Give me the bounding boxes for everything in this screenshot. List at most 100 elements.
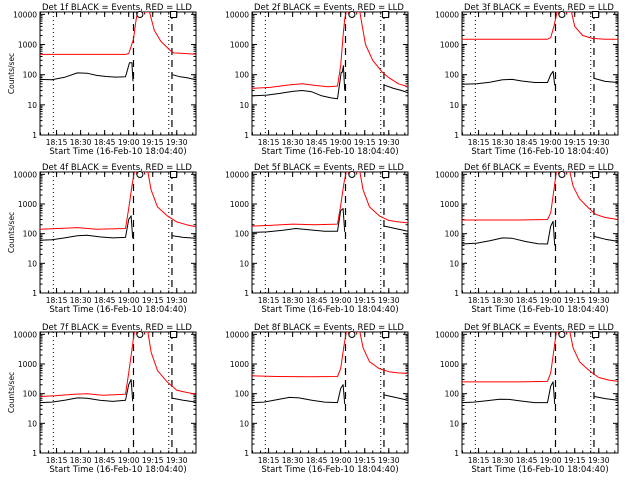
x-tick-label: 18:45 — [94, 138, 116, 147]
x-tick-label: 18:45 — [94, 296, 116, 305]
flag-circle-marker — [136, 331, 144, 338]
y-tick-label: 10 — [239, 101, 249, 110]
x-tick-label: 19:00 — [118, 456, 140, 465]
y-tick-label: 10 — [239, 419, 249, 428]
plot-frame — [461, 331, 619, 454]
x-tick-label: 19:15 — [354, 138, 376, 147]
x-tick-label: 19:15 — [564, 456, 586, 465]
x-tick-label: 18:45 — [306, 456, 328, 465]
x-tick-label: 19:30 — [378, 138, 400, 147]
y-tick-label: 10000 — [13, 170, 37, 179]
y-tick-label: 10000 — [435, 10, 459, 19]
x-tick-label: 19:30 — [588, 138, 610, 147]
panel-title: Det 3f BLACK = Events, RED = LLD — [464, 3, 614, 13]
flag-circle-marker — [348, 331, 356, 338]
y-tick-label: 1 — [244, 289, 249, 298]
panel-det-6: Det 6f BLACK = Events, RED = LLD 1 10 100 10… — [435, 163, 619, 315]
x-tick-label: 19:00 — [330, 296, 352, 305]
lld-series-line — [40, 332, 196, 397]
series-group — [252, 332, 408, 405]
flag-circle-marker — [558, 171, 566, 178]
plot-frame — [251, 11, 409, 136]
y-tick-label: 10000 — [225, 330, 249, 339]
x-axis-label: Start Time (16-Feb-10 18:04:40) — [49, 305, 186, 315]
x-tick-label: 19:15 — [142, 138, 164, 147]
y-tick-label: 10000 — [435, 330, 459, 339]
panel-det-4: Det 4f BLACK = Events, RED = LLD 1 10 100 10… — [7, 163, 197, 315]
x-tick-label: 19:00 — [540, 456, 562, 465]
y-tick-label: 100 — [23, 230, 38, 239]
x-axis-label: Start Time (16-Feb-10 18:04:40) — [49, 147, 186, 157]
panel-title: Det 6f BLACK = Events, RED = LLD — [464, 163, 614, 173]
events-series-line — [40, 379, 196, 404]
x-tick-label: 19:00 — [118, 138, 140, 147]
x-tick-label: 19:30 — [588, 456, 610, 465]
events-series-line — [462, 220, 618, 246]
lld-series-line — [462, 332, 618, 383]
x-tick-label: 19:30 — [378, 456, 400, 465]
y-tick-label: 1000 — [18, 200, 37, 209]
series-group — [252, 172, 408, 233]
x-axis-label: Start Time (16-Feb-10 18:04:40) — [471, 147, 608, 157]
flag-circle-marker — [558, 331, 566, 338]
plot-frame — [39, 331, 197, 454]
panel-det-7: Det 7f BLACK = Events, RED = LLD 1 10 100 10… — [7, 323, 197, 475]
series-group — [40, 12, 196, 82]
y-tick-label: 100 — [23, 71, 38, 80]
y-tick-label: 1000 — [440, 360, 459, 369]
x-tick-label: 18:45 — [306, 296, 328, 305]
x-tick-label: 18:45 — [306, 138, 328, 147]
y-tick-label: 10 — [27, 101, 37, 110]
x-tick-label: 19:00 — [540, 138, 562, 147]
panel-det-1: Det 1f BLACK = Events, RED = LLD 1 10 100 10… — [7, 3, 197, 157]
x-tick-label: 19:30 — [166, 296, 188, 305]
y-tick-label: 100 — [235, 230, 250, 239]
x-tick-label: 18:30 — [282, 456, 304, 465]
x-tick-label: 18:15 — [258, 456, 280, 465]
y-tick-label: 1 — [32, 131, 37, 140]
events-series-line — [252, 384, 408, 405]
y-tick-label: 1 — [454, 131, 459, 140]
flag-square-marker — [382, 171, 390, 178]
flag-square-marker — [382, 11, 390, 18]
lld-series-line — [40, 172, 196, 230]
y-tick-label: 10000 — [225, 10, 249, 19]
y-tick-label: 1000 — [440, 200, 459, 209]
x-tick-label: 19:15 — [354, 456, 376, 465]
x-tick-label: 18:45 — [516, 456, 538, 465]
flag-square-marker — [170, 11, 178, 18]
x-tick-label: 19:00 — [330, 456, 352, 465]
panel-det-9: Det 9f BLACK = Events, RED = LLD 1 10 100 10… — [435, 323, 619, 475]
y-tick-label: 100 — [445, 230, 460, 239]
plot-frame — [461, 11, 619, 136]
panel-title: Det 7f BLACK = Events, RED = LLD — [42, 323, 192, 333]
series-group — [462, 172, 618, 246]
lld-series-line — [462, 12, 618, 40]
x-tick-label: 18:15 — [258, 138, 280, 147]
y-tick-label: 10 — [27, 259, 37, 268]
y-tick-label: 1 — [454, 289, 459, 298]
x-axis-label: Start Time (16-Feb-10 18:04:40) — [261, 465, 398, 475]
flag-circle-marker — [348, 11, 356, 18]
y-tick-label: 100 — [235, 390, 250, 399]
x-tick-label: 18:30 — [492, 456, 514, 465]
panel-title: Det 5f BLACK = Events, RED = LLD — [254, 163, 404, 173]
x-tick-label: 19:30 — [588, 296, 610, 305]
x-tick-label: 19:30 — [378, 296, 400, 305]
panel-det-8: Det 8f BLACK = Events, RED = LLD 1 10 100 10… — [225, 323, 409, 475]
panel-title: Det 1f BLACK = Events, RED = LLD — [42, 3, 192, 13]
panel-det-2: Det 2f BLACK = Events, RED = LLD 1 10 100 10… — [225, 3, 409, 157]
x-tick-label: 19:15 — [142, 456, 164, 465]
series-group — [40, 172, 196, 241]
y-tick-label: 1000 — [230, 360, 249, 369]
events-series-line — [462, 381, 618, 405]
plot-frame — [39, 171, 197, 294]
panel-det-3: Det 3f BLACK = Events, RED = LLD 1 10 100 10… — [435, 3, 619, 157]
lld-series-line — [252, 332, 408, 378]
y-tick-label: 1 — [454, 449, 459, 458]
y-tick-label: 10 — [449, 419, 459, 428]
x-tick-label: 18:45 — [516, 138, 538, 147]
y-tick-label: 100 — [445, 390, 460, 399]
x-axis-label: Start Time (16-Feb-10 18:04:40) — [49, 465, 186, 475]
